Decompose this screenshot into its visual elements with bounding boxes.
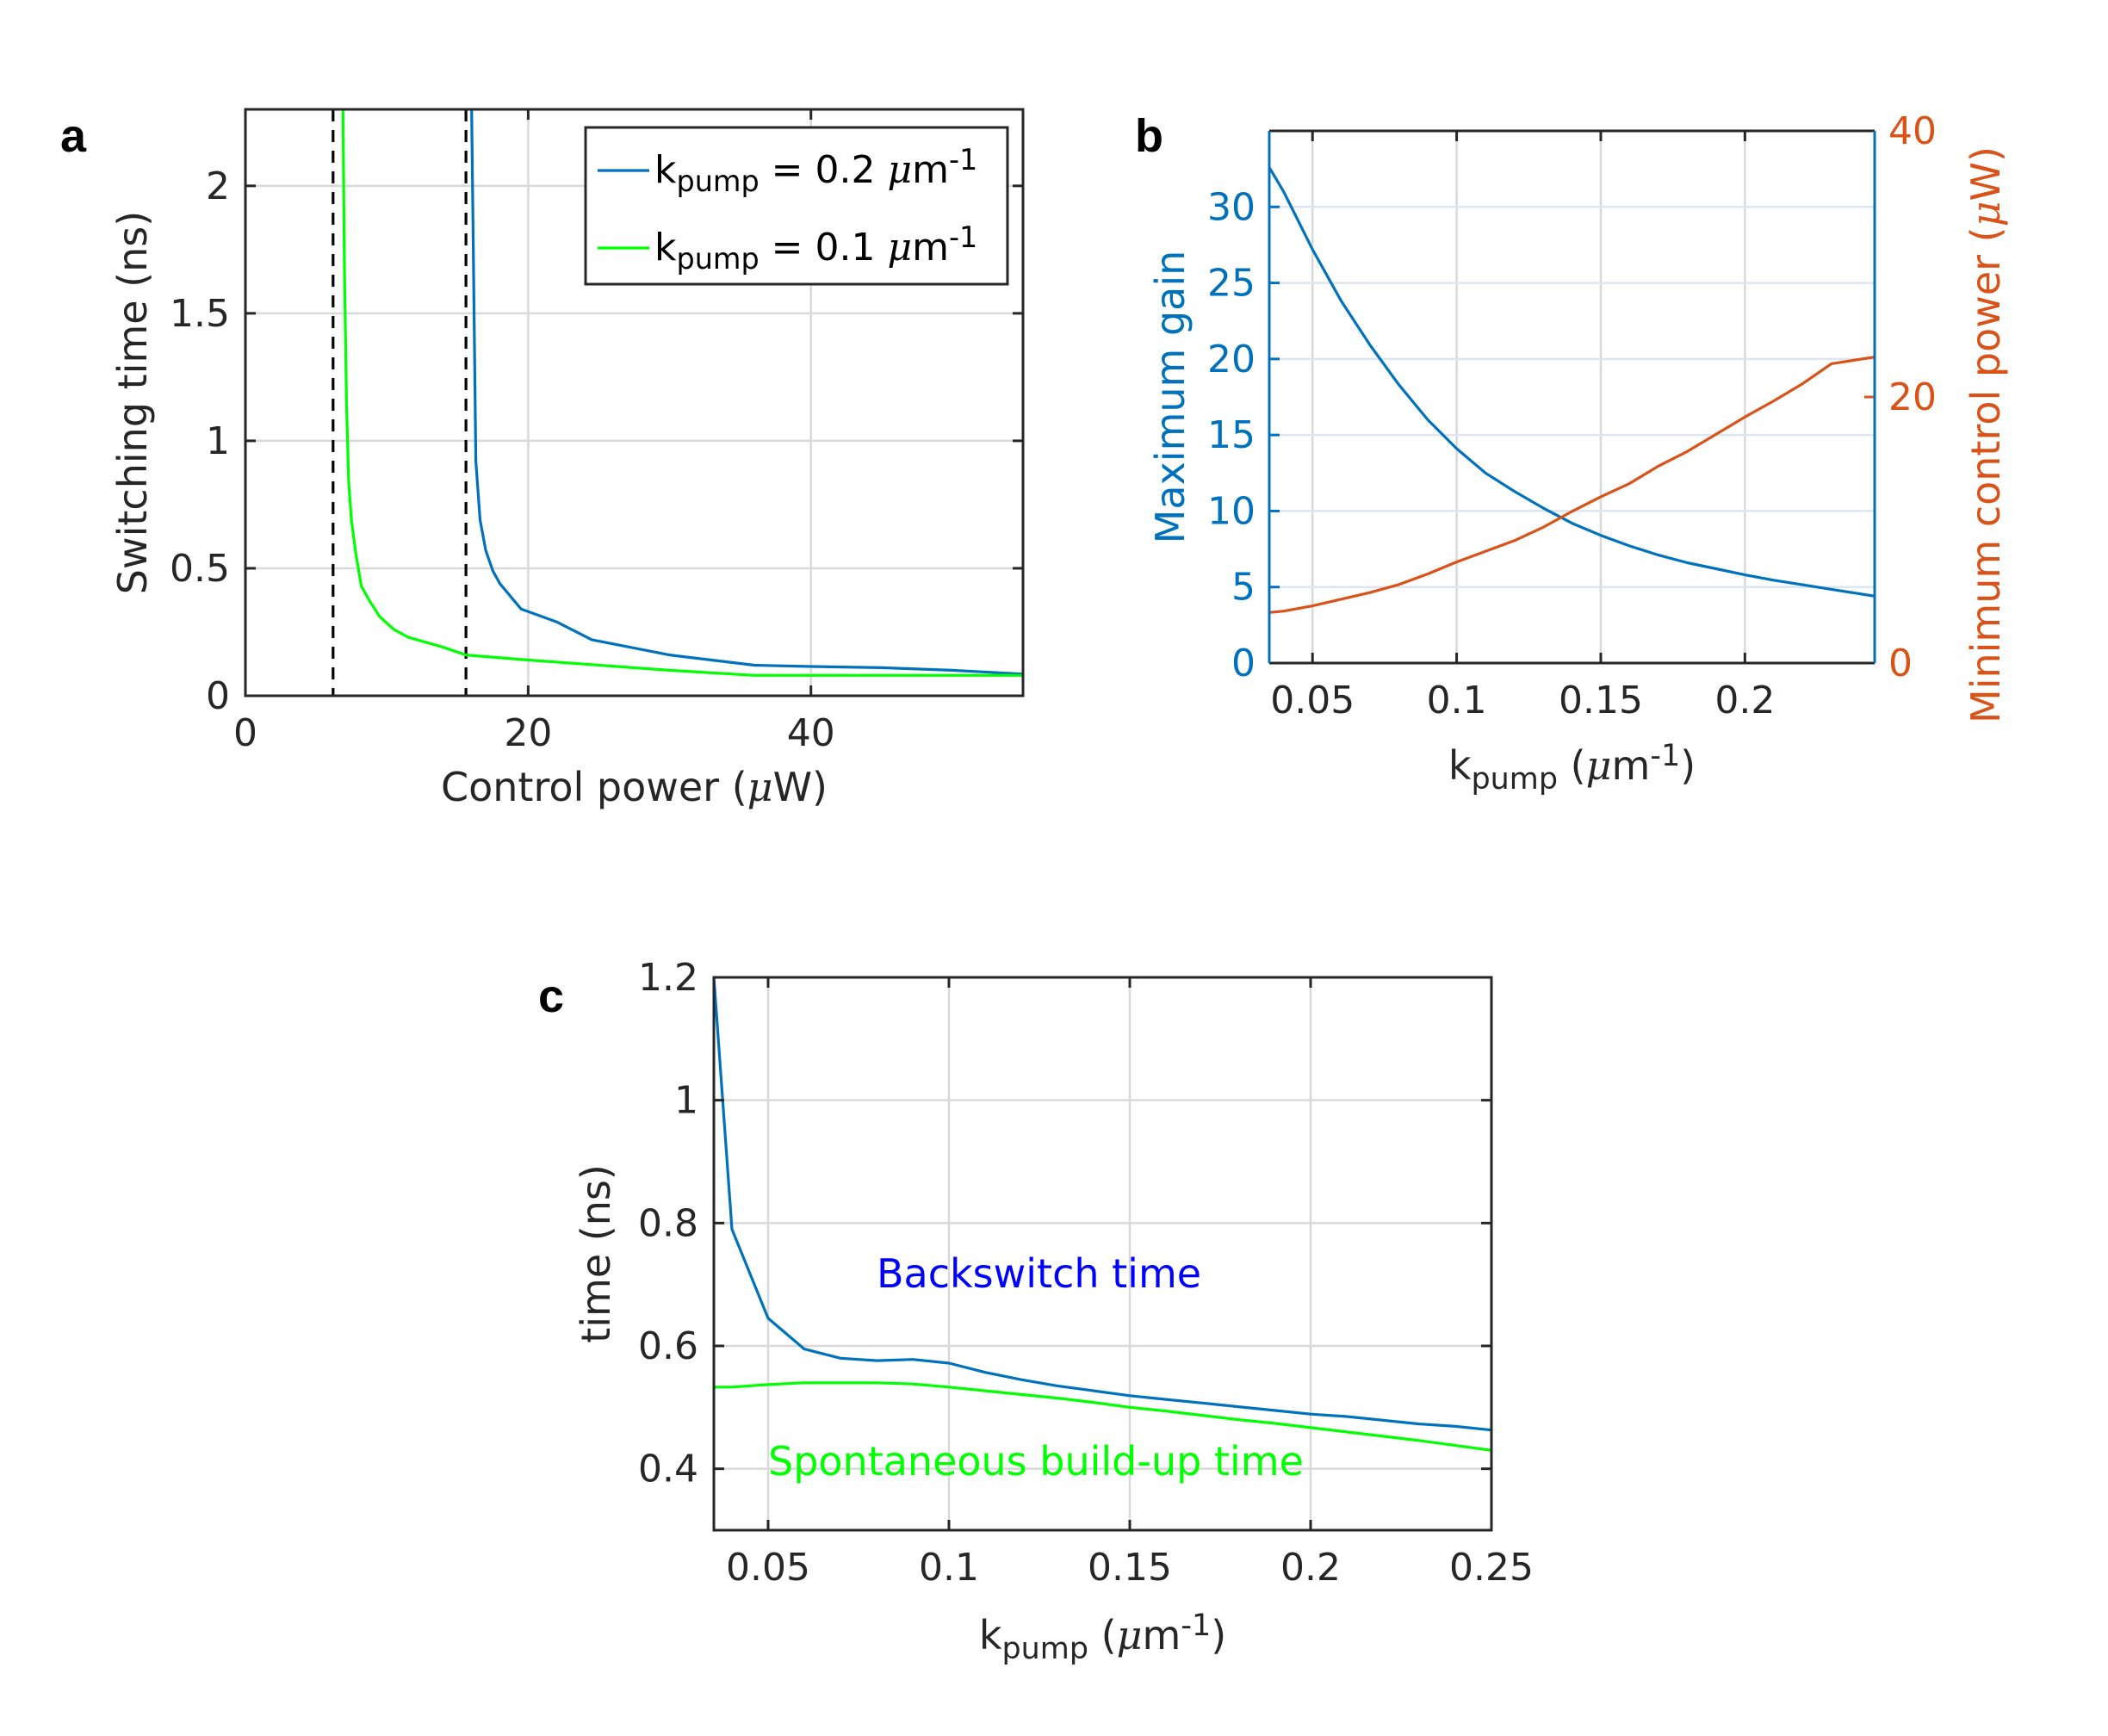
a-ytick-label: 1 xyxy=(206,419,230,463)
b-series-line-minimum-control-power xyxy=(1269,356,1875,614)
data-layer xyxy=(332,109,1875,1452)
c-xtick-label: 0.15 xyxy=(1088,1546,1172,1590)
b-yaxis-label-left: Maximum gain xyxy=(1147,251,1194,544)
a-xtick-label: 0 xyxy=(233,711,257,755)
c-xtick-label: 0.05 xyxy=(726,1546,810,1590)
c-xtick-label: 0.1 xyxy=(919,1546,979,1590)
b-xtick-label: 0.2 xyxy=(1714,679,1775,722)
b-series-line-maximum-gain xyxy=(1269,166,1875,598)
c-ytick-label: 1 xyxy=(674,1079,698,1123)
b-ytick-label-left: 10 xyxy=(1207,489,1256,533)
b-ytick-label-left: 30 xyxy=(1207,185,1256,229)
b-xtick-label: 0.05 xyxy=(1270,679,1355,722)
b-xtick-label: 0.1 xyxy=(1427,679,1487,722)
c-annotation-backswitch: Backswitch time xyxy=(877,1250,1201,1297)
c-axes-frame xyxy=(712,976,1493,1532)
b-ytick-label-left: 15 xyxy=(1207,413,1256,457)
c-series-line-backswitch xyxy=(714,977,1491,1432)
a-axes-frame xyxy=(244,108,1025,698)
axes-layer xyxy=(244,108,1876,1532)
b-ytick-label-right: 20 xyxy=(1888,375,1937,419)
c-ytick-label: 0.4 xyxy=(638,1448,698,1491)
a-ytick-label: 0.5 xyxy=(170,547,230,591)
b-ytick-label-left: 0 xyxy=(1231,642,1256,685)
panel-label-c: c xyxy=(538,970,564,1022)
a-legend-entry: kpump = 0.2 μm-1 xyxy=(654,143,977,198)
b-ytick-label-left: 20 xyxy=(1207,338,1256,381)
c-ytick-label: 1.2 xyxy=(638,956,698,1000)
b-ytick-label-left: 5 xyxy=(1231,566,1256,610)
a-legend-entry: kpump = 0.1 μm-1 xyxy=(654,220,977,276)
c-ytick-label: 0.6 xyxy=(638,1324,698,1368)
c-xtick-label: 0.25 xyxy=(1449,1546,1534,1590)
a-xtick-label: 40 xyxy=(787,711,835,755)
a-ytick-label: 2 xyxy=(206,164,230,208)
a-series-line-kpump-0.2 xyxy=(470,109,1023,676)
c-ytick-label: 0.8 xyxy=(638,1201,698,1245)
b-xtick-label: 0.15 xyxy=(1559,679,1643,722)
a-yaxis-label: Switching time (ns) xyxy=(109,211,156,594)
b-yaxis-label-right: Minimum control power (μW) xyxy=(1962,146,2009,723)
c-annotation-buildup: Spontaneous build-up time xyxy=(768,1438,1304,1485)
a-xaxis-label: Control power (μW) xyxy=(441,764,828,810)
c-yaxis-label: time (ns) xyxy=(573,1164,619,1343)
a-ytick-label: 1.5 xyxy=(170,292,230,336)
panel-label-a: a xyxy=(60,110,87,162)
c-xtick-label: 0.2 xyxy=(1280,1546,1341,1590)
b-ytick-label-right: 0 xyxy=(1888,642,1913,685)
a-ytick-label: 0 xyxy=(206,674,230,718)
grid-layer xyxy=(245,109,1875,1530)
a-legend-box xyxy=(584,126,1009,286)
c-xaxis-label: kpump (μm-1) xyxy=(979,1609,1226,1665)
a-series-line-kpump-0.1 xyxy=(341,109,1023,677)
b-ytick-label-left: 25 xyxy=(1207,262,1256,306)
panel-label-b: b xyxy=(1135,110,1163,162)
text-layer: 0 20 40 0 0.5 1 1.5 2 kpump = 0.2 μm-1 kpump = 0.… xyxy=(60,109,2009,1666)
a-xtick-label: 20 xyxy=(504,711,552,755)
c-series-line-buildup xyxy=(714,1381,1491,1452)
b-ytick-label-right: 40 xyxy=(1888,109,1937,153)
b-xaxis-label: kpump (μm-1) xyxy=(1448,739,1696,796)
